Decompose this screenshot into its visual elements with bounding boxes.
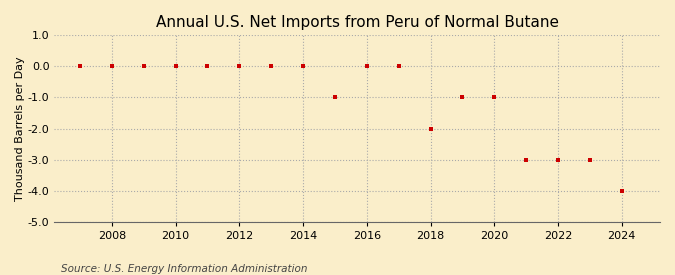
- Title: Annual U.S. Net Imports from Peru of Normal Butane: Annual U.S. Net Imports from Peru of Nor…: [156, 15, 559, 30]
- Text: Source: U.S. Energy Information Administration: Source: U.S. Energy Information Administ…: [61, 264, 307, 274]
- Y-axis label: Thousand Barrels per Day: Thousand Barrels per Day: [15, 56, 25, 201]
